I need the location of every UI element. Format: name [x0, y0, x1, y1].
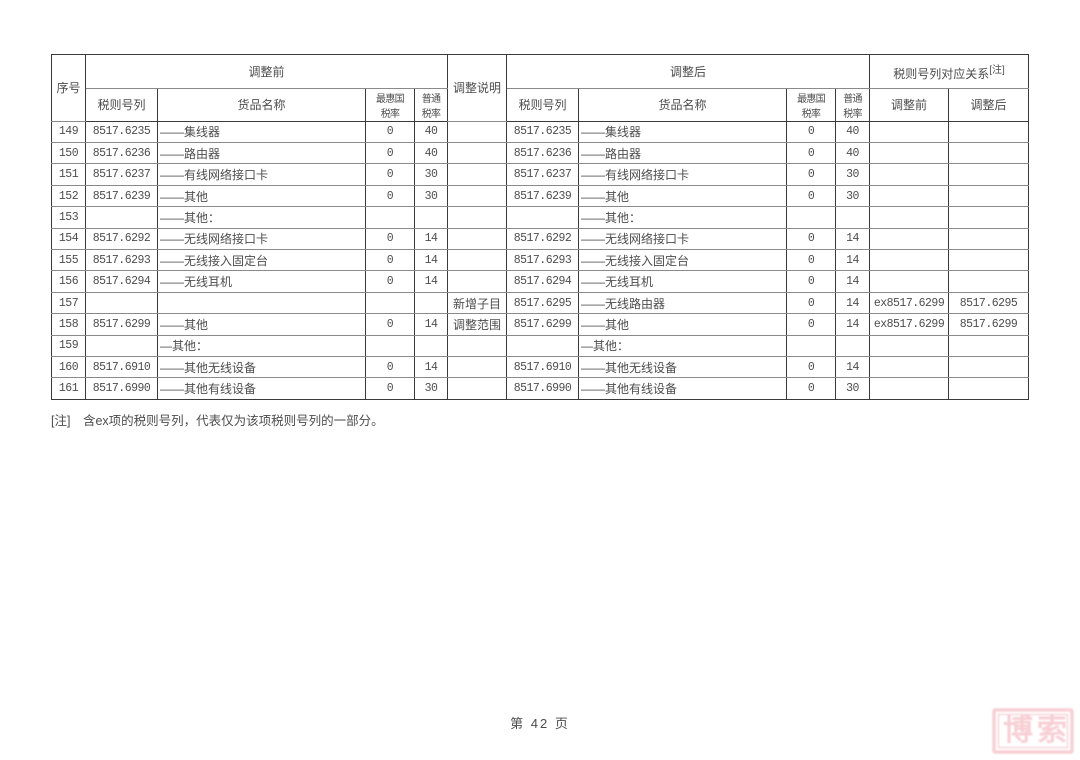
svg-text:索: 索 — [1037, 714, 1066, 747]
svg-text:博: 博 — [1003, 714, 1033, 747]
